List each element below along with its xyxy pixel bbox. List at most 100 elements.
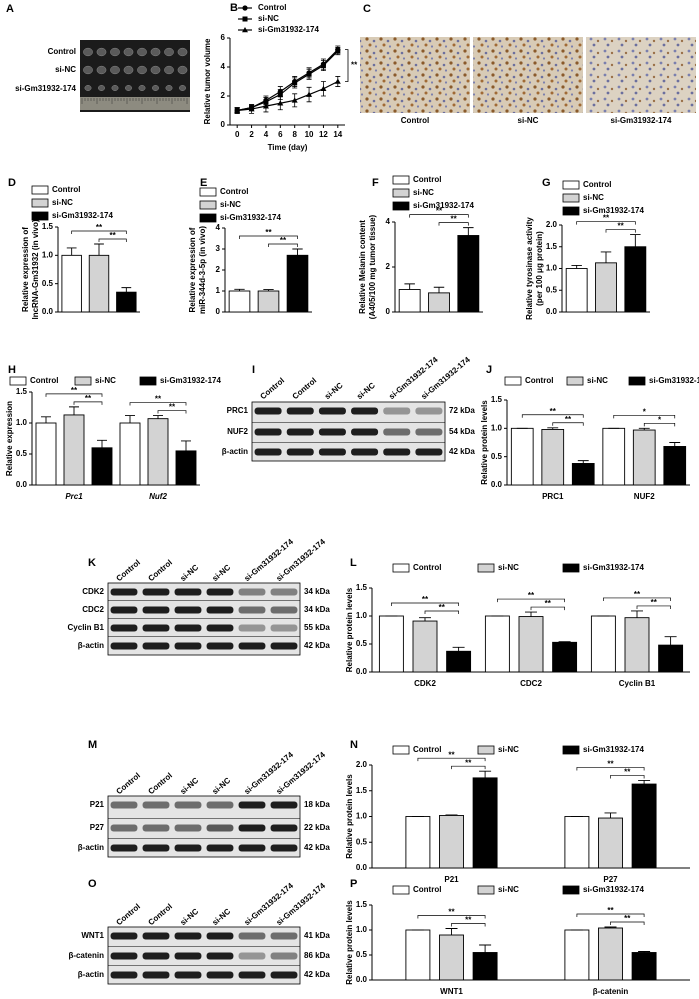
y-tick-label: 0	[221, 120, 226, 129]
bar	[116, 291, 137, 313]
y-tick-label: 0.0	[491, 480, 503, 489]
x-tick-label: 10	[305, 130, 314, 139]
error-bar	[292, 248, 303, 256]
legend-swatch	[562, 193, 580, 203]
bar	[228, 290, 251, 313]
significance: **	[607, 906, 614, 915]
error-bar	[97, 439, 107, 448]
band	[142, 588, 170, 596]
x-tick-label: PRC1	[542, 492, 564, 501]
bar	[147, 418, 169, 486]
band	[254, 428, 282, 436]
error-bar	[121, 287, 132, 293]
band	[142, 624, 170, 632]
blot-frame	[107, 795, 301, 858]
y-tick-label: 1.5	[546, 242, 558, 251]
legend-label: si-Gm31932-174	[583, 206, 644, 215]
legend-swatch	[139, 376, 157, 386]
legend-label: Control	[258, 3, 286, 12]
legend-label: si-Gm31932-174	[160, 376, 221, 385]
y-tick-label: 0.0	[356, 975, 368, 984]
band	[142, 971, 170, 979]
y-tick-label: 1.0	[16, 418, 28, 427]
legend-label: si-NC	[498, 885, 519, 894]
bar	[61, 254, 82, 313]
y-tick-label: 1.0	[356, 925, 368, 934]
lane-label: Control	[114, 558, 142, 583]
y-tick-label: 1.5	[42, 222, 54, 231]
micrograph-label: Control	[401, 116, 429, 125]
y-tick-label: 3	[216, 244, 221, 253]
significance: **	[85, 394, 92, 403]
legend-label: Control	[583, 180, 611, 189]
y-tick-label: 0.5	[16, 449, 28, 458]
error-bar	[638, 951, 651, 953]
error-bar	[600, 251, 612, 263]
bar	[631, 952, 657, 981]
band	[174, 824, 202, 832]
significance-bracket	[603, 597, 671, 601]
bar	[472, 952, 498, 981]
error-bar	[479, 770, 492, 778]
panel-letter: M	[88, 739, 97, 751]
size-label: 54 kDa	[449, 427, 475, 436]
legend-label: si-NC	[587, 376, 608, 385]
error-bar	[445, 814, 458, 816]
x-tick-label: 2	[249, 130, 254, 139]
significance: **	[351, 61, 358, 70]
marker	[262, 103, 269, 109]
legend-swatch	[562, 745, 580, 755]
legend-label: si-NC	[413, 188, 434, 197]
legend-swatch	[566, 376, 584, 386]
y-axis-label: Relative protein levels	[345, 900, 354, 985]
significance-bracket	[613, 414, 676, 419]
legend-label: Control	[30, 376, 58, 385]
band	[238, 606, 266, 614]
error-bar	[452, 646, 465, 652]
legend-label: si-NC	[583, 193, 604, 202]
significance: **	[448, 908, 455, 917]
bar	[598, 817, 623, 869]
y-axis-label: lncRNA-Gm31932 (in vivo)	[31, 219, 40, 319]
bar	[88, 254, 110, 313]
band	[206, 932, 234, 940]
significance-bracket	[391, 602, 459, 606]
tumor	[150, 47, 161, 57]
bar	[35, 422, 57, 486]
band	[206, 588, 234, 596]
bar	[518, 616, 544, 673]
y-tick-label: 0.0	[356, 667, 368, 676]
band	[206, 624, 234, 632]
y-axis-label: Relative expression	[5, 401, 14, 476]
significance-bracket	[268, 243, 298, 247]
x-tick-label: 0	[235, 130, 240, 139]
band	[238, 824, 266, 832]
y-tick-label: 0.0	[356, 863, 368, 872]
marker	[277, 92, 283, 98]
x-tick-label: WNT1	[440, 987, 463, 996]
x-tick-label: 12	[319, 130, 328, 139]
significance: **	[436, 207, 443, 216]
significance-bracket	[605, 229, 636, 233]
error-bar	[638, 427, 650, 431]
panel-letter: E	[200, 177, 207, 189]
bar	[446, 650, 472, 673]
panel-letter: P	[350, 878, 357, 890]
y-axis-label: Relative protein levels	[480, 400, 489, 485]
x-tick-label: Cyclin B1	[619, 679, 656, 688]
y-tick-label: 1	[216, 286, 221, 295]
significance-bracket	[610, 775, 645, 779]
error-bar	[577, 460, 589, 464]
lane-label: Control	[291, 376, 319, 401]
tumor	[110, 65, 120, 75]
y-axis-label: Relative protein levels	[345, 587, 354, 672]
y-tick-label: 0	[216, 307, 221, 316]
legend-marker	[242, 16, 248, 22]
legend-label: si-Gm31932-174	[258, 25, 319, 34]
lane-label: si-NC	[210, 776, 232, 796]
legend-swatch	[477, 745, 495, 755]
significance: **	[607, 760, 614, 769]
bar	[632, 429, 656, 486]
x-tick-label: 14	[333, 130, 342, 139]
significance: **	[651, 598, 658, 607]
